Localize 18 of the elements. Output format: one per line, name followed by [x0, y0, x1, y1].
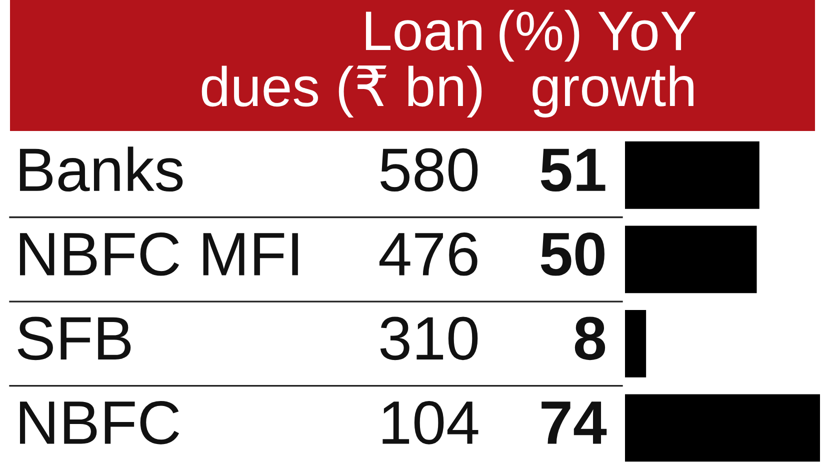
category-label: SFB — [18, 316, 131, 360]
data-label: 476 — [379, 232, 478, 276]
category-label: Banks — [20, 146, 183, 192]
chart-title: (%) YoY growth — [500, 10, 696, 118]
data-label: 8 — [574, 316, 606, 360]
data-label: 310 — [380, 316, 478, 360]
category-label: NBFC — [20, 401, 180, 444]
category-label: NBFC MFI — [20, 232, 298, 276]
bar — [625, 394, 820, 462]
data-label: 51 — [540, 148, 606, 192]
data-label: 104 — [382, 401, 478, 444]
bar — [625, 310, 646, 378]
text: Loan dues (₹ bn) — [202, 12, 482, 118]
data-label: 580 — [380, 148, 478, 192]
bar — [625, 141, 760, 209]
data-label: 74 — [542, 402, 607, 444]
data-label: 50 — [540, 232, 604, 276]
bar — [625, 226, 757, 294]
